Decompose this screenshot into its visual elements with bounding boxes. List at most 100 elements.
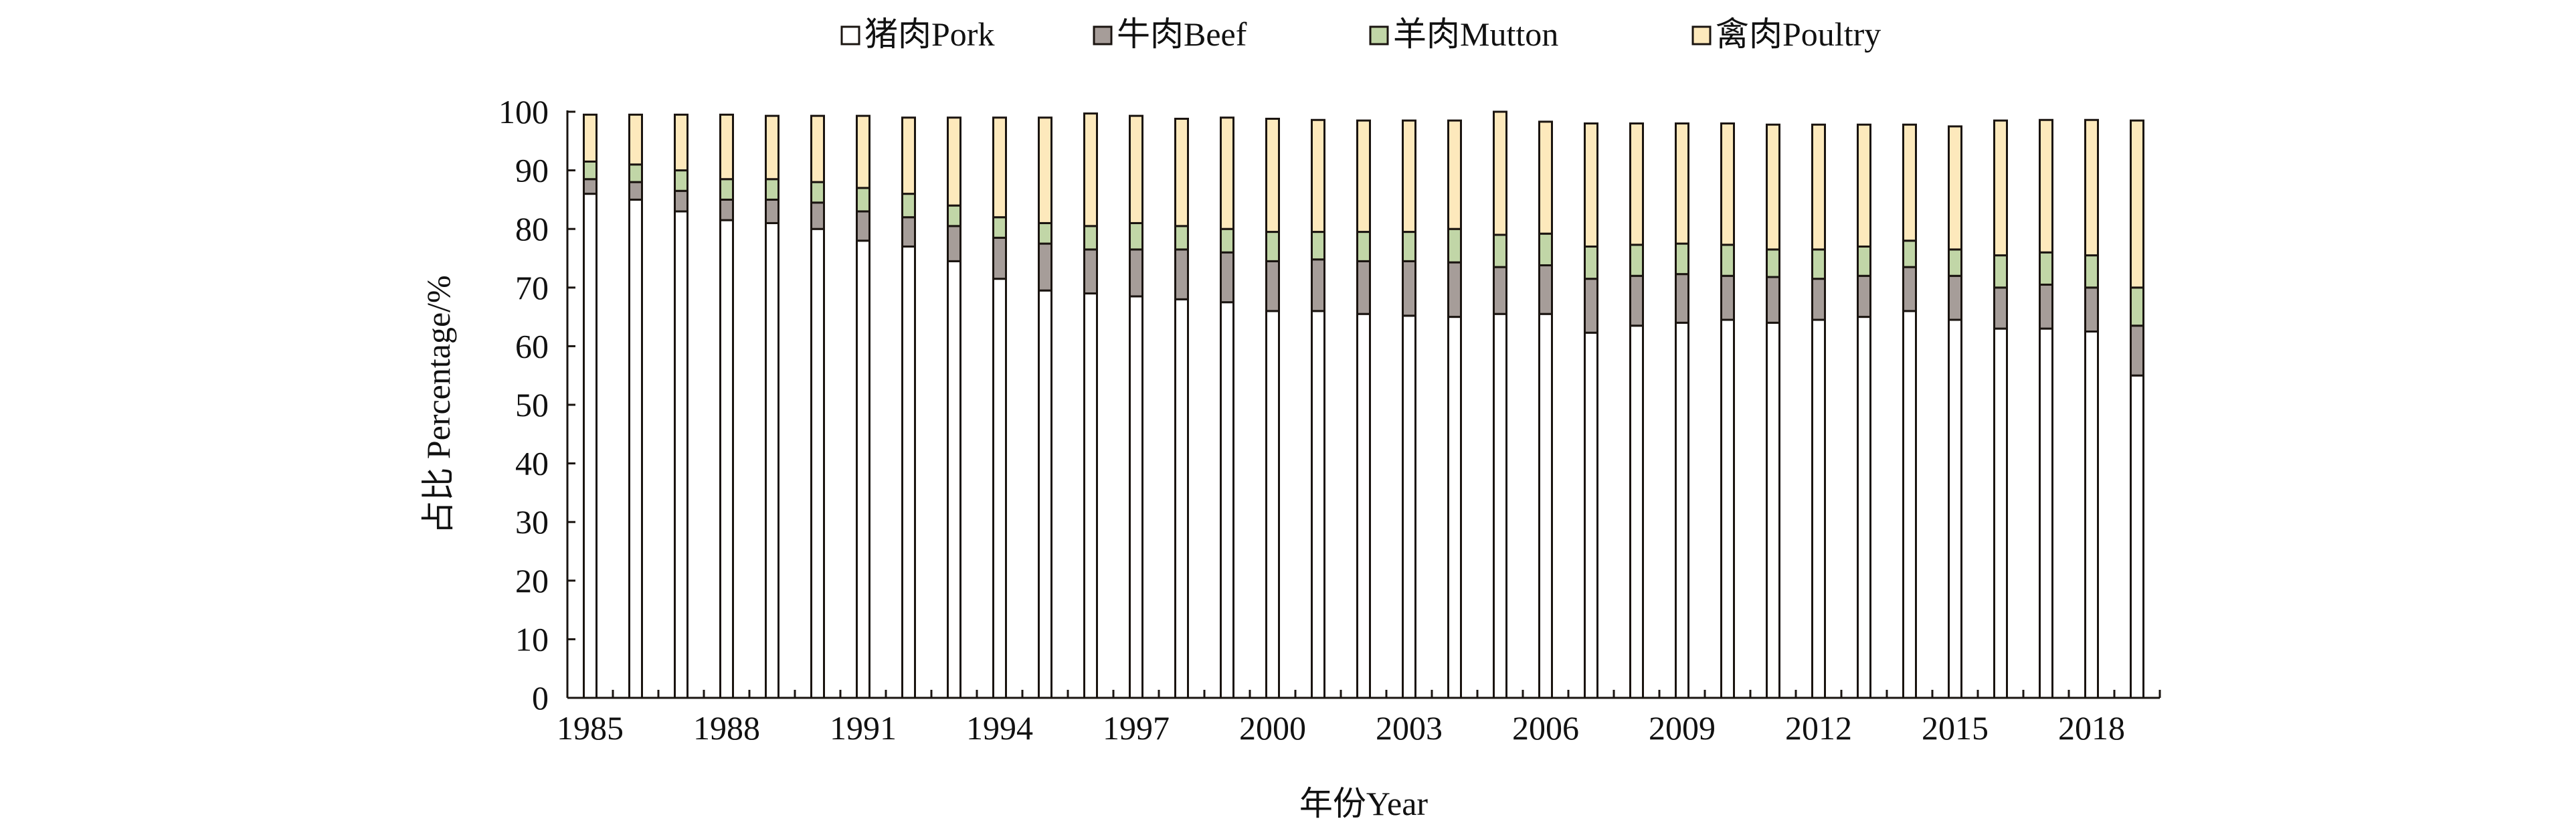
bar-segment-poultry <box>1493 110 1507 236</box>
bar-segment-beef <box>1038 242 1052 292</box>
bar-segment-pork <box>1493 312 1507 699</box>
bar-segment-poultry <box>1993 119 2008 257</box>
bar-segment-beef <box>1857 274 1871 318</box>
bar-segment-pork <box>628 198 643 699</box>
bar-segment-pork <box>1675 321 1689 699</box>
bar-segment-mutton <box>2130 286 2144 327</box>
bar-segment-pork <box>1720 318 1735 699</box>
bar-segment-pork <box>1538 312 1553 699</box>
bar-2006 <box>1538 120 1553 699</box>
bar-segment-pork <box>1129 295 1143 699</box>
bar-2019 <box>2130 119 2144 699</box>
bar-segment-beef <box>628 181 643 201</box>
x-tick-label: 2012 <box>1785 709 1852 747</box>
legend-label: 羊肉Mutton <box>1393 15 1558 53</box>
bar-segment-poultry <box>674 113 688 172</box>
y-tick-label: 20 <box>515 562 549 599</box>
legend-label: 牛肉Beef <box>1117 15 1247 53</box>
bar-segment-mutton <box>901 193 916 219</box>
bar-segment-beef <box>1129 248 1143 298</box>
bar-segment-beef <box>810 201 825 230</box>
bar-segment-mutton <box>1083 225 1098 251</box>
bar-segment-beef <box>992 236 1007 280</box>
x-tick-label: 1985 <box>557 709 624 747</box>
bar-segment-beef <box>1220 251 1234 304</box>
bar-segment-pork <box>1265 310 1280 699</box>
bar-segment-poultry <box>2130 119 2144 289</box>
bar-segment-poultry <box>1766 123 1780 251</box>
bar-segment-mutton <box>674 169 688 192</box>
bar-segment-pork <box>2130 374 2144 699</box>
bar-segment-mutton <box>1811 248 1826 280</box>
bar-segment-mutton <box>1629 244 1644 277</box>
bar-segment-beef <box>1811 278 1826 321</box>
bar-2014 <box>1902 123 1917 699</box>
bar-segment-poultry <box>1857 123 1871 248</box>
bar-segment-mutton <box>1766 248 1780 278</box>
axes: 0 10 20 30 40 50 60 70 80 90 100 1985 1988 1991 1994 19… <box>498 93 2161 747</box>
bar-segment-poultry <box>992 116 1007 219</box>
bar-segment-beef <box>1675 273 1689 324</box>
bar-segment-poultry <box>719 113 734 181</box>
bar-segment-pork <box>992 278 1007 699</box>
x-tick-label: 2018 <box>2058 709 2125 747</box>
bar-segment-pork <box>1356 312 1371 699</box>
bar-segment-beef <box>674 189 688 213</box>
y-tick-label: 90 <box>515 152 549 189</box>
bar-segment-pork <box>674 210 688 699</box>
bar-2010 <box>1720 122 1735 699</box>
bar-segment-poultry <box>1038 116 1052 224</box>
bar-segment-pork <box>583 193 597 699</box>
bar-1986 <box>628 113 643 699</box>
legend-item-poultry: 禽肉Poultry <box>1691 15 1881 53</box>
bar-segment-beef <box>1902 266 1917 312</box>
bar-2012 <box>1811 123 1826 699</box>
bar-2018 <box>2084 118 2099 699</box>
bar-1991 <box>856 114 870 699</box>
bar-segment-beef <box>765 198 779 224</box>
bar-segment-beef <box>1447 261 1462 318</box>
x-axis-title: 年份Year <box>1299 785 1428 822</box>
bar-1985 <box>583 113 597 699</box>
bar-1988 <box>719 113 734 699</box>
y-tick-label: 30 <box>515 503 549 541</box>
y-tick-label: 80 <box>515 210 549 248</box>
legend: 猪肉Pork 牛肉Beef 羊肉Mutton 禽肉Poultry <box>840 15 1881 53</box>
bar-segment-poultry <box>1811 123 1826 251</box>
bar-2004 <box>1447 119 1462 699</box>
bar-segment-pork <box>947 260 961 699</box>
bar-2013 <box>1857 123 1871 699</box>
bar-segment-poultry <box>1675 122 1689 245</box>
bar-1990 <box>810 114 825 699</box>
bar-segment-mutton <box>628 163 643 183</box>
bar-segment-beef <box>1584 278 1598 334</box>
bars <box>583 110 2144 699</box>
bar-segment-mutton <box>1038 221 1052 245</box>
bar-segment-poultry <box>1174 118 1189 227</box>
bar-2011 <box>1766 123 1780 699</box>
bar-segment-pork <box>1629 325 1644 699</box>
bar-1996 <box>1083 112 1098 699</box>
x-tick-label: 2009 <box>1649 709 1716 747</box>
legend-item-mutton: 羊肉Mutton <box>1369 15 1558 53</box>
bar-segment-mutton <box>1356 231 1371 262</box>
bar-segment-beef <box>719 198 734 221</box>
bar-segment-pork <box>810 227 825 699</box>
bar-segment-pork <box>1902 310 1917 699</box>
bar-segment-mutton <box>1129 221 1143 251</box>
legend-swatch <box>1369 25 1389 45</box>
bar-1999 <box>1220 116 1234 699</box>
bar-segment-beef <box>1174 248 1189 300</box>
bar-segment-mutton <box>947 204 961 227</box>
bar-1993 <box>947 116 961 699</box>
bar-segment-pork <box>1038 289 1052 699</box>
bar-segment-mutton <box>765 178 779 201</box>
y-tick-label: 40 <box>515 445 549 482</box>
bar-segment-pork <box>901 245 916 699</box>
bar-segment-mutton <box>1493 234 1507 268</box>
bar-segment-beef <box>1720 274 1735 321</box>
bar-1995 <box>1038 116 1052 699</box>
bar-segment-poultry <box>1902 123 1917 242</box>
bar-segment-poultry <box>1629 122 1644 246</box>
x-tick-label: 1991 <box>830 709 897 747</box>
